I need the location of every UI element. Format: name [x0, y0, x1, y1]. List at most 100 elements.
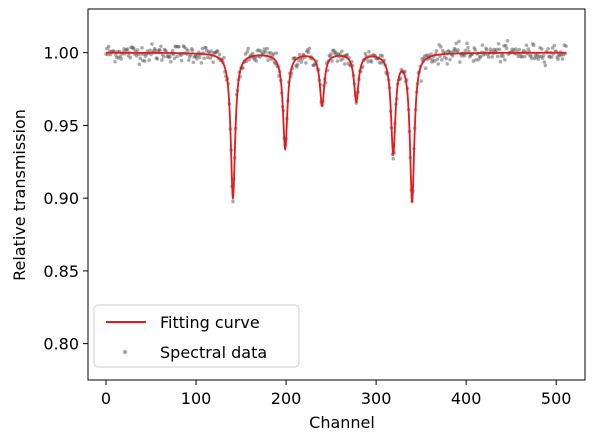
- data-point: [465, 41, 469, 46]
- data-point: [342, 62, 347, 66]
- legend-box: [93, 304, 300, 368]
- legend: Fitting curve Spectral data: [93, 304, 300, 368]
- data-point: [549, 55, 554, 59]
- data-point: [546, 46, 550, 51]
- y-tick-label: 1.00: [43, 44, 79, 63]
- y-tick-label: 0.80: [43, 335, 79, 354]
- data-point: [466, 46, 470, 50]
- data-point: [209, 49, 214, 53]
- data-point: [476, 57, 481, 62]
- data-point: [429, 52, 433, 56]
- data-point: [119, 57, 124, 61]
- data-point: [204, 45, 208, 50]
- data-point: [262, 47, 267, 51]
- y-axis-label: Relative transmission: [10, 109, 29, 281]
- data-point: [556, 57, 560, 62]
- data-point: [524, 43, 529, 48]
- data-point: [531, 43, 536, 47]
- data-point: [215, 49, 220, 53]
- data-point: [501, 54, 505, 59]
- data-point: [474, 58, 478, 62]
- data-point: [367, 49, 371, 54]
- data-point: [170, 48, 175, 53]
- data-point: [436, 62, 441, 66]
- data-point: [497, 47, 502, 52]
- data-point: [138, 56, 143, 61]
- data-point: [155, 57, 160, 61]
- data-point: [434, 49, 439, 53]
- y-tick-label: 0.85: [43, 262, 79, 281]
- data-point: [335, 59, 340, 63]
- data-point: [543, 63, 548, 68]
- data-point: [179, 58, 184, 63]
- data-point: [541, 53, 546, 58]
- data-point: [503, 43, 508, 48]
- data-point: [445, 62, 450, 66]
- data-point: [274, 51, 278, 55]
- data-point: [516, 54, 521, 59]
- data-point: [448, 57, 452, 62]
- data-point: [202, 56, 206, 61]
- legend-label-spectral-data: Spectral data: [160, 343, 267, 362]
- data-point: [478, 55, 483, 59]
- data-point: [153, 48, 158, 53]
- data-point: [197, 55, 202, 60]
- data-point: [486, 55, 491, 59]
- data-point: [490, 55, 495, 59]
- data-point: [140, 46, 144, 50]
- data-point: [450, 54, 455, 58]
- data-point: [463, 48, 468, 53]
- data-point: [503, 58, 507, 62]
- data-point: [369, 60, 374, 64]
- data-point: [199, 61, 204, 65]
- data-point: [211, 60, 215, 64]
- data-point: [498, 59, 503, 64]
- data-point: [231, 199, 235, 204]
- data-point: [172, 56, 177, 61]
- data-point: [340, 49, 344, 54]
- data-point: [159, 44, 163, 49]
- legend-label-fitting-curve: Fitting curve: [160, 313, 260, 332]
- data-point: [190, 48, 195, 53]
- data-point: [247, 57, 251, 62]
- data-point: [380, 54, 385, 58]
- x-tick-label: 300: [361, 389, 392, 408]
- data-point: [177, 44, 181, 49]
- x-tick-label: 500: [541, 389, 572, 408]
- data-point: [297, 52, 302, 57]
- data-point: [147, 58, 152, 62]
- data-point: [186, 48, 190, 53]
- axes-border: [87, 8, 586, 381]
- y-tick-label: 0.90: [43, 189, 79, 208]
- data-point: [520, 54, 524, 59]
- data-point: [142, 59, 147, 63]
- data-point: [169, 59, 173, 64]
- data-point: [530, 56, 534, 61]
- data-point: [113, 59, 117, 64]
- data-point: [435, 57, 440, 62]
- data-point: [222, 55, 226, 60]
- data-point: [560, 57, 565, 61]
- data-point: [306, 50, 311, 55]
- data-point: [505, 38, 510, 43]
- data-point: [168, 54, 172, 59]
- data-point: [137, 62, 142, 67]
- y-tick-label: 0.95: [43, 116, 79, 135]
- legend-marker-swatch: [123, 350, 127, 354]
- data-point: [265, 46, 269, 51]
- data-point: [299, 60, 304, 64]
- data-point: [539, 47, 544, 51]
- data-point: [552, 43, 557, 48]
- x-axis: 0 100 200 300 400 500: [101, 380, 572, 408]
- data-point: [542, 60, 547, 64]
- data-point: [128, 55, 133, 60]
- data-point: [295, 62, 300, 67]
- data-point: [304, 61, 308, 65]
- data-point: [564, 44, 568, 48]
- y-axis: 0.80 0.85 0.90 0.95 1.00: [43, 44, 88, 354]
- data-point: [259, 49, 263, 54]
- data-point: [522, 54, 527, 59]
- data-point: [456, 48, 460, 52]
- data-point: [161, 55, 166, 59]
